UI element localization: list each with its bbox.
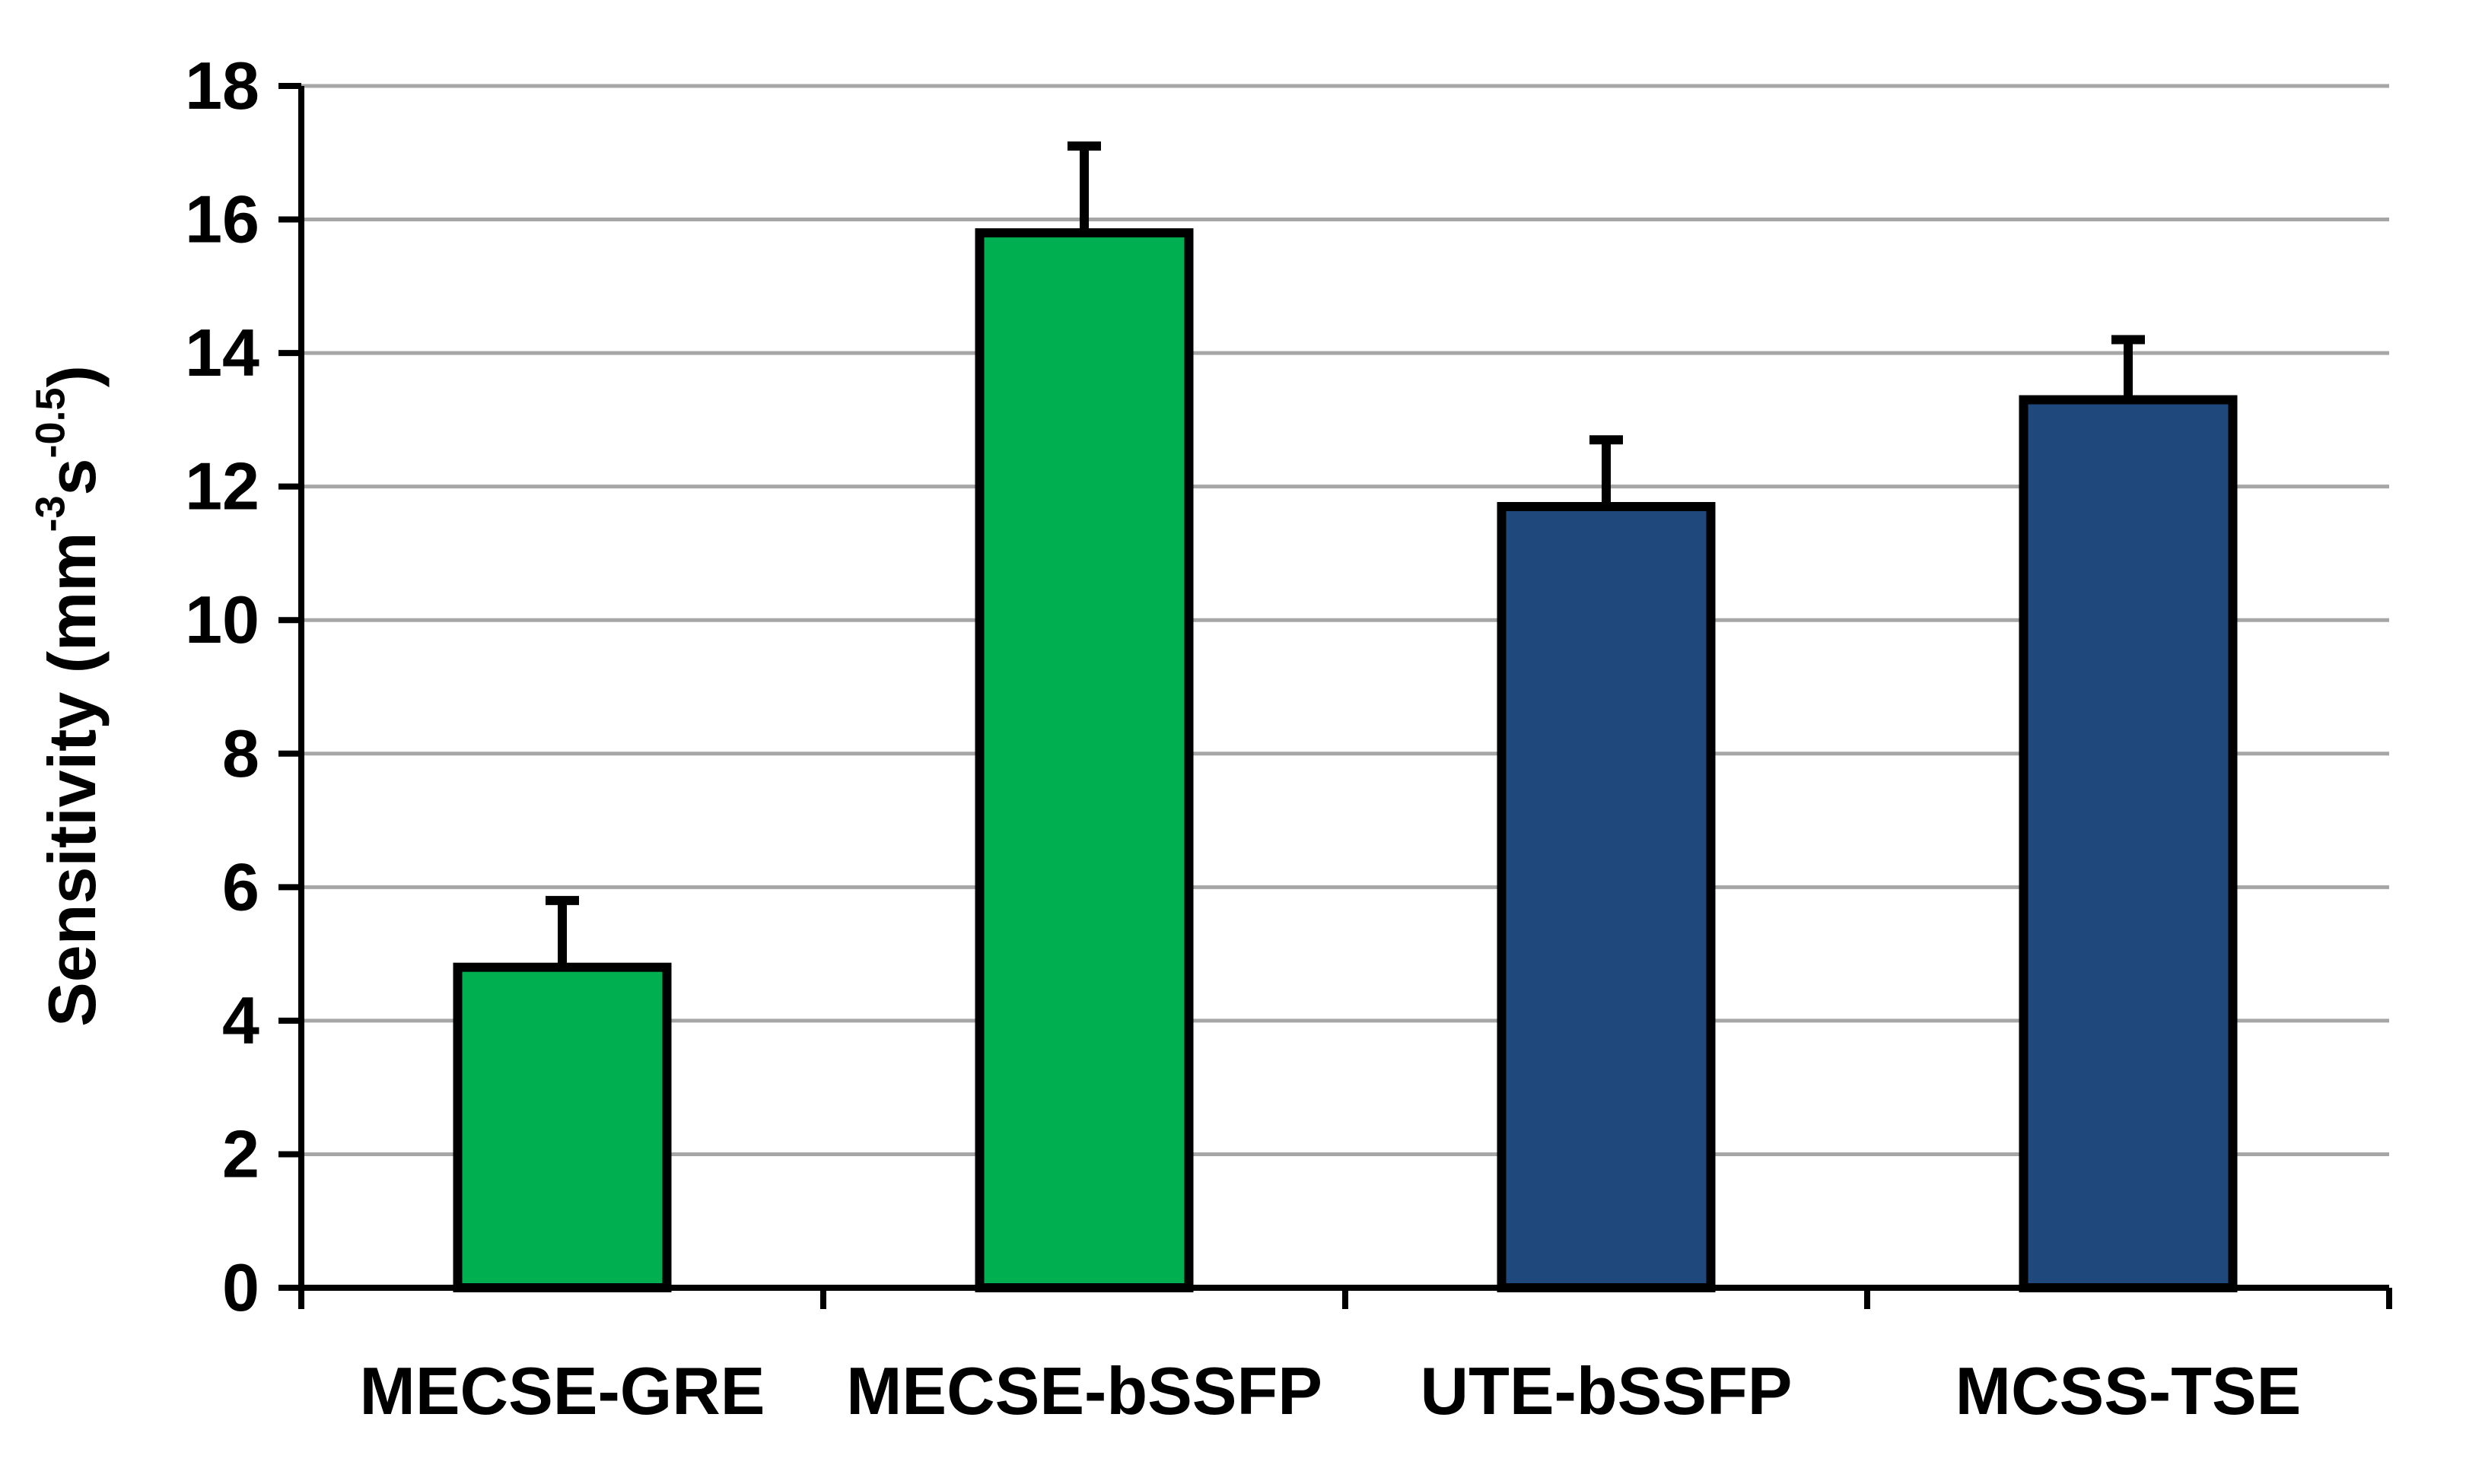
bar <box>453 962 672 1292</box>
y-tick-label: 14 <box>185 315 259 390</box>
bar <box>2019 395 2238 1292</box>
axes <box>278 83 2392 1309</box>
y-tick-label: 18 <box>185 48 259 123</box>
error-bars <box>546 141 2145 968</box>
x-category-label: MECSE-GRE <box>360 1353 765 1428</box>
y-tick-label: 4 <box>222 983 259 1058</box>
y-tick-label: 6 <box>222 849 259 924</box>
bars <box>453 228 2238 1293</box>
x-category-label: MECSE-bSSFP <box>846 1353 1322 1428</box>
y-tick-label: 0 <box>222 1250 259 1325</box>
y-tick-label: 16 <box>185 182 259 257</box>
x-category-labels: MECSE-GRE MECSE-bSSFP UTE-bSSFP MCSS-TSE <box>360 1353 2302 1428</box>
x-category-label: UTE-bSSFP <box>1421 1353 1793 1428</box>
x-category-label: MCSS-TSE <box>1955 1353 2302 1428</box>
bar <box>1497 502 1716 1292</box>
y-tick-label: 2 <box>222 1116 259 1191</box>
y-tick-label: 10 <box>185 582 259 657</box>
y-tick-label: 12 <box>185 449 259 524</box>
y-tick-label: 8 <box>222 716 259 791</box>
y-tick-labels: 0 2 4 6 8 10 12 14 16 18 <box>185 48 259 1325</box>
bar <box>975 228 1194 1293</box>
